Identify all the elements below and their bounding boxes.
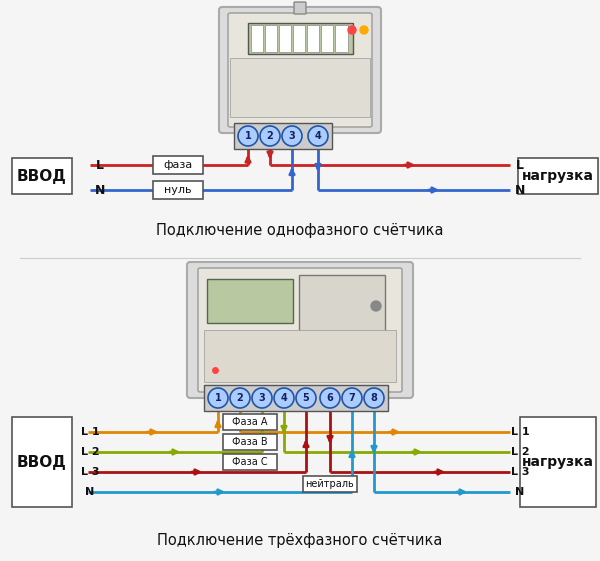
Circle shape — [360, 26, 368, 34]
Circle shape — [282, 126, 302, 146]
FancyBboxPatch shape — [230, 58, 370, 117]
Text: 8: 8 — [371, 393, 377, 403]
FancyBboxPatch shape — [204, 385, 388, 411]
Text: N: N — [85, 487, 95, 497]
FancyBboxPatch shape — [198, 268, 402, 392]
Text: 6: 6 — [326, 393, 334, 403]
Text: нагрузка: нагрузка — [522, 455, 594, 469]
Text: L: L — [516, 159, 524, 172]
Text: 3: 3 — [259, 393, 265, 403]
Text: L 2: L 2 — [511, 447, 529, 457]
FancyBboxPatch shape — [251, 25, 263, 52]
Text: N: N — [515, 487, 524, 497]
Circle shape — [296, 388, 316, 408]
FancyBboxPatch shape — [307, 25, 319, 52]
Text: L 3: L 3 — [81, 467, 99, 477]
FancyBboxPatch shape — [293, 25, 305, 52]
FancyBboxPatch shape — [223, 414, 277, 430]
FancyBboxPatch shape — [12, 417, 72, 507]
Text: L 1: L 1 — [80, 427, 100, 437]
Text: 4: 4 — [281, 393, 287, 403]
Circle shape — [342, 388, 362, 408]
FancyBboxPatch shape — [12, 158, 72, 194]
Text: L 2: L 2 — [80, 447, 100, 457]
Text: 3: 3 — [289, 131, 295, 141]
Text: Фаза В: Фаза В — [232, 437, 268, 447]
Text: L 3: L 3 — [511, 467, 529, 477]
FancyBboxPatch shape — [223, 454, 277, 470]
FancyBboxPatch shape — [321, 25, 334, 52]
Text: 1: 1 — [245, 131, 251, 141]
Circle shape — [371, 301, 381, 311]
Text: 7: 7 — [349, 393, 355, 403]
FancyBboxPatch shape — [223, 434, 277, 450]
FancyBboxPatch shape — [153, 156, 203, 174]
Text: 2: 2 — [266, 131, 274, 141]
Text: ВВОД: ВВОД — [17, 454, 67, 470]
Circle shape — [348, 26, 356, 34]
Text: Фаза А: Фаза А — [232, 417, 268, 427]
Text: нуль: нуль — [164, 185, 192, 195]
Text: 4: 4 — [314, 131, 322, 141]
Text: 1: 1 — [215, 393, 221, 403]
FancyBboxPatch shape — [279, 25, 291, 52]
FancyBboxPatch shape — [248, 23, 353, 54]
FancyBboxPatch shape — [228, 13, 372, 127]
FancyBboxPatch shape — [520, 417, 596, 507]
Text: N: N — [95, 183, 105, 196]
FancyBboxPatch shape — [265, 25, 277, 52]
FancyBboxPatch shape — [335, 25, 347, 52]
Circle shape — [308, 126, 328, 146]
Circle shape — [260, 126, 280, 146]
FancyBboxPatch shape — [303, 476, 357, 492]
Text: L 1: L 1 — [511, 427, 529, 437]
Text: L: L — [96, 159, 104, 172]
Text: Фаза С: Фаза С — [232, 457, 268, 467]
Circle shape — [364, 388, 384, 408]
FancyBboxPatch shape — [204, 330, 396, 382]
Circle shape — [252, 388, 272, 408]
FancyBboxPatch shape — [219, 7, 381, 133]
Text: N: N — [515, 183, 525, 196]
Text: нейтраль: нейтраль — [305, 479, 355, 489]
Circle shape — [208, 388, 228, 408]
FancyBboxPatch shape — [299, 275, 385, 337]
Text: нагрузка: нагрузка — [522, 169, 594, 183]
Circle shape — [230, 388, 250, 408]
Circle shape — [238, 126, 258, 146]
FancyBboxPatch shape — [234, 123, 332, 149]
Circle shape — [274, 388, 294, 408]
FancyBboxPatch shape — [153, 181, 203, 199]
FancyBboxPatch shape — [207, 279, 293, 323]
FancyBboxPatch shape — [518, 158, 598, 194]
Text: Подключение однофазного счётчика: Подключение однофазного счётчика — [156, 223, 444, 237]
Text: фаза: фаза — [163, 160, 193, 170]
Circle shape — [320, 388, 340, 408]
Text: 2: 2 — [236, 393, 244, 403]
Text: ВВОД: ВВОД — [17, 168, 67, 183]
Text: 5: 5 — [302, 393, 310, 403]
FancyBboxPatch shape — [187, 262, 413, 398]
FancyBboxPatch shape — [294, 2, 306, 14]
Text: Подключение трёхфазного счётчика: Подключение трёхфазного счётчика — [157, 532, 443, 548]
